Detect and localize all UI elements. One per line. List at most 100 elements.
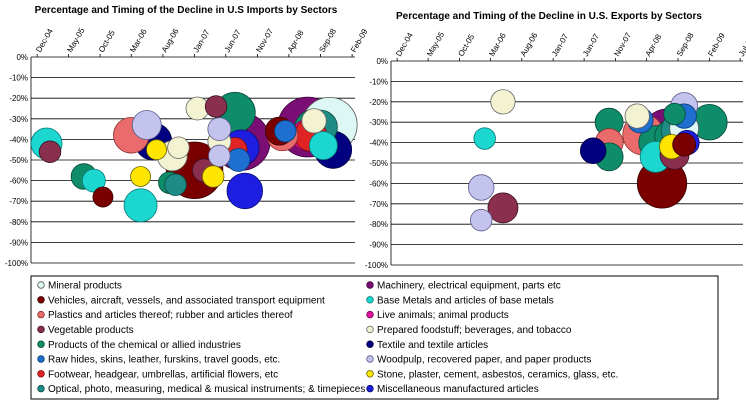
x-tick-label: Aug-06 (519, 31, 540, 58)
bubble-woodpulp-recovered-paper-and-paper-products (131, 110, 162, 140)
bubble-vegetable-products (38, 140, 62, 163)
bubble-base-metals-and-articles-of-base-metals (308, 131, 338, 160)
exports-gridlines (390, 60, 743, 266)
x-tick-label: Feb-09 (349, 27, 370, 54)
bubble-stone-plaster-cement-asbestos-ceramics-glass-etc (130, 166, 151, 187)
y-tick-label: 0% (376, 57, 388, 66)
exports-bubbles (468, 89, 728, 232)
bubble-vehicles-aircraft-vessels-and-associated-transport-equipment (672, 132, 697, 157)
legend-label-vehicles-aircraft-vessels-and-associated-transport-equipment: Vehicles, aircraft, vessels, and associa… (48, 295, 325, 306)
legend-label-base-metals-and-articles-of-base-metals: Base Metals and articles of base metals (377, 295, 554, 306)
exports-chart: Percentage and Timing of the Decline in … (365, 11, 746, 270)
imports-chart-title: Percentage and Timing of the Decline in … (35, 5, 338, 16)
bubble-woodpulp-recovered-paper-and-paper-products (470, 208, 493, 232)
imports-y-axis: 0% -10% -20% -30% -40% -50% -60% -70% -80% -90% -1… (5, 53, 28, 268)
y-tick-label: -80% (9, 218, 28, 227)
y-tick-label: -20% (369, 98, 388, 107)
bubble-miscellaneous-manufactured-articles (226, 172, 263, 210)
legend-marker-stone-plaster-cement-asbestos-ceramics-glass-etc (366, 370, 374, 378)
x-tick-label: May-05 (425, 30, 446, 58)
legend-marker-vehicles-aircraft-vessels-and-associated-transport-equipment (37, 296, 45, 304)
legend-box (30, 275, 719, 400)
bubble-optical-photo-measuring-medical-musical-instruments-timepieces (164, 173, 187, 196)
legend-label-live-animals-animal-products: Live animals; animal products (377, 310, 509, 321)
bubble-vegetable-products (487, 192, 519, 224)
bubble-products-of-the-chemical-or-allied-industries (663, 102, 686, 126)
y-tick-label: -100% (365, 261, 388, 270)
x-tick-label: Mar-06 (487, 31, 508, 58)
bubble-stone-plaster-cement-asbestos-ceramics-glass-etc (201, 165, 225, 188)
legend-marker-products-of-the-chemical-or-allied-industries (37, 340, 45, 348)
x-tick-label: Dec-04 (394, 31, 415, 58)
bubble-woodpulp-recovered-paper-and-paper-products (468, 174, 495, 201)
imports-x-axis: Dec-04 May-05 Oct-05 Mar-06 Aug-06 Jan-07 Jun-… (34, 26, 370, 57)
bubble-prepared-foodstuff-beverages-and-tobacco (624, 103, 650, 129)
y-tick-label: 0% (16, 53, 28, 62)
bubble-prepared-foodstuff-beverages-and-tobacco (490, 89, 516, 115)
y-tick-label: -20% (9, 94, 28, 103)
legend-marker-base-metals-and-articles-of-base-metals (366, 296, 374, 304)
x-tick-label: Nov-07 (254, 27, 275, 54)
y-tick-label: -30% (9, 115, 28, 124)
x-tick-label: Jul-09 (737, 34, 746, 58)
y-tick-label: -100% (5, 259, 28, 268)
legend-label-plastics-and-articles-thereof-rubber-and-articles-thereof: Plastics and articles thereof; rubber an… (48, 310, 293, 321)
y-tick-label: -10% (369, 77, 388, 86)
legend-marker-optical-photo-measuring-medical-musical-instruments-timepieces (37, 384, 45, 393)
bubble-stone-plaster-cement-asbestos-ceramics-glass-etc (146, 139, 167, 161)
legend-marker-mineral-products (37, 281, 45, 289)
y-tick-label: -30% (369, 118, 388, 127)
y-tick-label: -80% (369, 220, 388, 229)
x-tick-label: Feb-09 (706, 31, 727, 58)
legend-label-raw-hides-skins-leather-furskins-travel-goods-etc: Raw hides, skins, leather, furskins, tra… (48, 355, 280, 366)
y-tick-label: -90% (369, 241, 388, 250)
bubble-prepared-foodstuff-beverages-and-tobacco (167, 136, 190, 159)
bubble-base-metals-and-articles-of-base-metals (473, 127, 496, 150)
x-tick-label: Nov-07 (612, 31, 633, 58)
bubble-textile-and-textile-articles (579, 137, 607, 164)
legend-label-products-of-the-chemical-or-allied-industries: Products of the chemical or allied indus… (48, 340, 241, 351)
y-tick-label: -10% (9, 74, 28, 83)
x-tick-label: Jun-07 (581, 32, 601, 58)
legend-label-prepared-foodstuff-beverages-and-tobacco: Prepared foodstuff; beverages, and tobac… (377, 325, 572, 336)
bubble-vegetable-products (204, 95, 228, 118)
legend-label-mineral-products: Mineral products (48, 281, 122, 292)
legend-marker-footwear-headgear-umbrellas-artificial-flowers-etc (37, 370, 45, 378)
x-tick-label: Oct-05 (456, 32, 476, 58)
legend-marker-plastics-and-articles-thereof-rubber-and-articles-thereof (37, 310, 45, 319)
legend-label-stone-plaster-cement-asbestos-ceramics-glass-etc: Stone, plaster, cement, asbestos, cerami… (377, 369, 618, 380)
x-tick-label: Oct-05 (97, 28, 117, 54)
x-tick-label: Apr-08 (644, 32, 664, 58)
x-tick-label: Dec-04 (34, 27, 55, 54)
bubble-prepared-foodstuff-beverages-and-tobacco (301, 108, 327, 134)
legend-marker-miscellaneous-manufactured-articles (366, 384, 374, 393)
legend-label-vegetable-products: Vegetable products (48, 325, 134, 336)
y-tick-label: -70% (369, 200, 388, 209)
legend-label-optical-photo-measuring-medical-musical-instruments-timepieces: Optical, photo, measuring, medical & mus… (48, 384, 365, 395)
x-tick-label: Sep-08 (317, 27, 338, 54)
bubble-woodpulp-recovered-paper-and-paper-products (207, 117, 232, 142)
imports-chart: Percentage and Timing of the Decline in … (5, 5, 370, 268)
bubble-vehicles-aircraft-vessels-and-associated-transport-equipment (92, 186, 114, 208)
exports-x-axis: Dec-04 May-05 Oct-05 Mar-06 Aug-06 Jan-07 Jun-… (394, 30, 746, 61)
y-tick-label: -40% (9, 135, 28, 144)
y-tick-label: -90% (9, 238, 28, 247)
legend-marker-machinery-electrical-equipment-parts-etc (366, 281, 374, 289)
x-tick-label: Mar-06 (128, 27, 149, 54)
x-tick-label: Jan-07 (191, 28, 211, 54)
legend-marker-vegetable-products (37, 325, 45, 334)
y-tick-label: -40% (369, 139, 388, 148)
x-tick-label: Sep-08 (675, 31, 696, 58)
y-tick-label: -60% (369, 179, 388, 188)
bubble-raw-hides-skins-leather-furskins-travel-goods-etc (274, 119, 297, 143)
x-tick-label: May-05 (65, 26, 86, 54)
legend-marker-textile-and-textile-articles (366, 340, 374, 348)
legend-marker-prepared-foodstuff-beverages-and-tobacco (366, 325, 374, 334)
y-tick-label: -50% (9, 156, 28, 165)
x-tick-label: Aug-06 (160, 27, 181, 54)
legend-marker-woodpulp-recovered-paper-and-paper-products (366, 355, 374, 363)
exports-chart-title: Percentage and Timing of the Decline in … (396, 11, 702, 22)
y-tick-label: -60% (9, 177, 28, 186)
legend-label-woodpulp-recovered-paper-and-paper-products: Woodpulp, recovered paper, and paper pro… (377, 355, 591, 366)
